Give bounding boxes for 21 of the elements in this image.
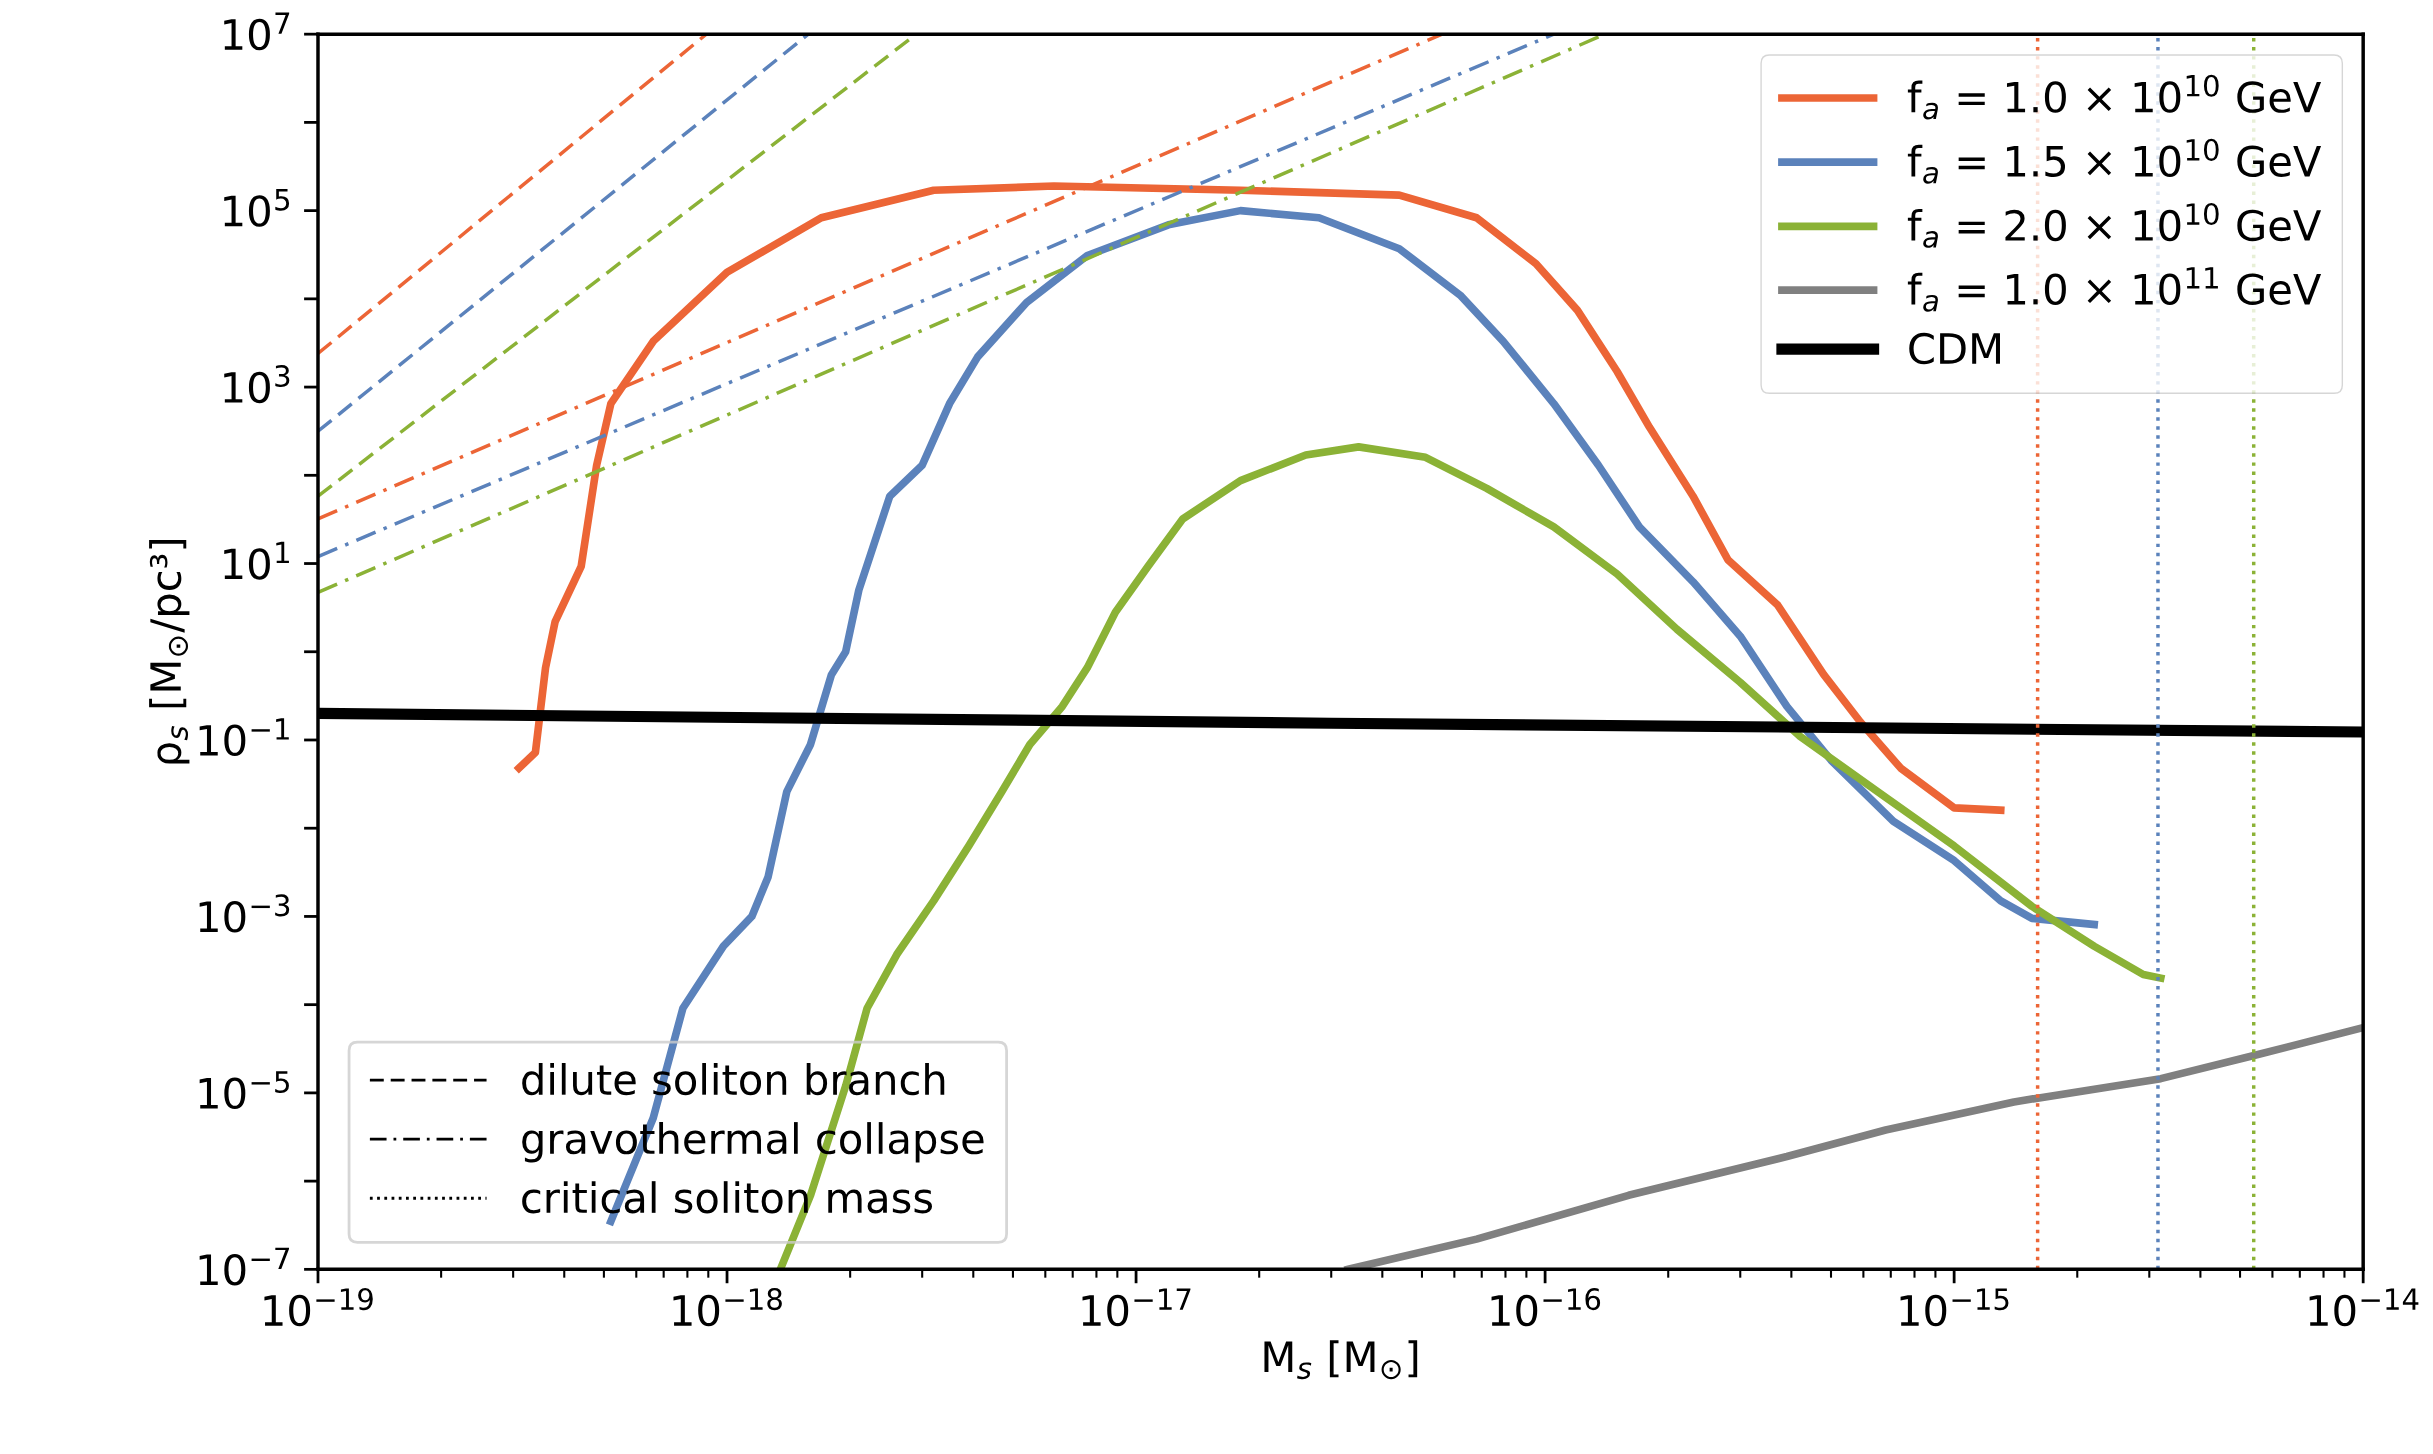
legend-label: f$_{a}$ = 1.0 × 10$^{10}$ GeV: [1907, 74, 2322, 120]
x-tick-label: 10$^{−18}$: [673, 1288, 782, 1327]
x-axis-title: M$_{s}$ [M$_{⊙}$]: [1264, 1340, 1418, 1380]
x-tick-label: 10$^{−17}$: [1082, 1288, 1191, 1327]
x-tick-label: 10$^{−14}$: [2309, 1288, 2419, 1327]
y-tick-label: 10$^{5}$: [224, 188, 290, 227]
y-tick-label: 10$^{−1}$: [199, 718, 289, 757]
y-tick-label: 10$^{7}$: [224, 12, 290, 51]
x-tick-label: 10$^{−19}$: [264, 1288, 373, 1327]
legend-label: f$_{a}$ = 2.0 × 10$^{10}$ GeV: [1907, 203, 2322, 248]
legend-label: CDM: [1909, 332, 2000, 365]
y-axis-title: ρ$_{s}$ [M$_{⊙}$/pc³]: [149, 540, 190, 764]
x-tick-label: 10$^{−16}$: [1491, 1288, 1601, 1327]
legend-label: f$_{a}$ = 1.0 × 10$^{11}$ GeV: [1907, 267, 2322, 312]
y-tick-label: 10$^{−3}$: [199, 894, 290, 933]
y-tick-label: 10$^{−5}$: [199, 1071, 289, 1110]
y-tick-label: 10$^{3}$: [224, 364, 290, 404]
y-tick-label: 10$^{−7}$: [199, 1247, 289, 1286]
x-tick-label: 10$^{−15}$: [1900, 1288, 2009, 1327]
y-tick-label: 10$^{1}$: [224, 541, 289, 580]
legend-label: f$_{a}$ = 1.5 × 10$^{10}$ GeV: [1907, 138, 2322, 184]
